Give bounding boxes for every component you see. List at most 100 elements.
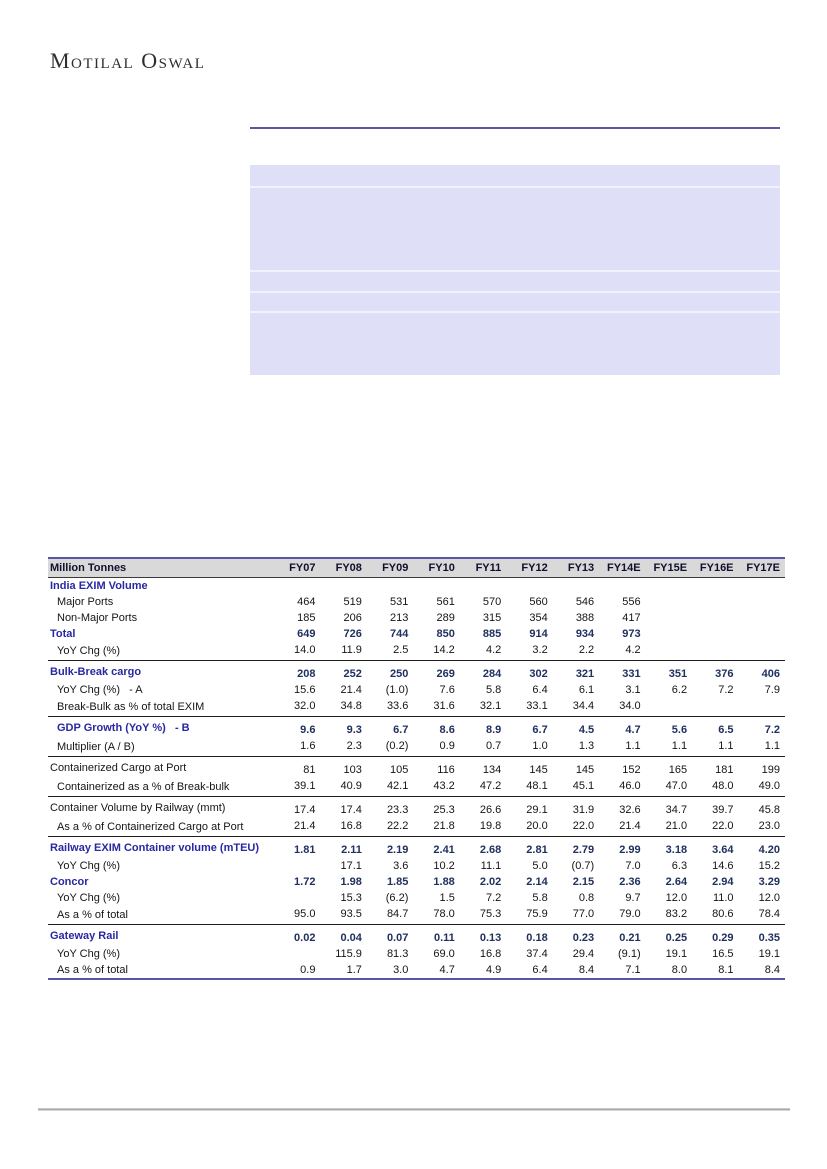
value-cell: 649: [297, 628, 316, 640]
value-cell: 145: [575, 764, 595, 776]
value-cell: 1.72: [294, 876, 316, 888]
value-cell: [692, 578, 738, 595]
value-cell: 519: [343, 596, 362, 608]
value-cell: 29.4: [572, 948, 595, 960]
value-cell: 0.8: [578, 892, 595, 904]
table-row: Break-Bulk as % of total EXIM 32.0 34.8 33.…: [48, 698, 785, 717]
value-cell: 181: [715, 764, 734, 776]
value-cell: 84.7: [366, 906, 414, 925]
value-cell: 2.36: [619, 876, 641, 888]
value-cell: 22.0: [552, 818, 600, 837]
value-cell: [692, 642, 739, 661]
value-cell: 9.3: [346, 724, 362, 736]
table-row: As a % of Containerized Cargo at Port 21.…: [48, 818, 785, 837]
value-cell: 1.5: [439, 892, 455, 904]
value-cell: 2.2: [552, 642, 600, 661]
value-cell: 81.3: [386, 948, 409, 960]
value-cell: 2.64: [665, 876, 688, 888]
value-cell: 31.6: [413, 698, 460, 717]
value-cell: 2.81: [526, 844, 548, 856]
row-label: Break-Bulk as % of total EXIM: [48, 698, 274, 717]
value-cell: 14.2: [413, 642, 460, 661]
value-cell: 269: [436, 668, 455, 680]
value-cell: 22.0: [692, 818, 739, 837]
value-cell: 6.7: [532, 724, 548, 736]
value-cell: [738, 698, 785, 717]
column-header: FY14E: [599, 558, 646, 578]
value-cell: 21.0: [645, 818, 693, 837]
value-cell: 3.2: [506, 642, 553, 661]
value-cell: 0.35: [758, 932, 780, 944]
value-cell: 78.4: [738, 906, 785, 925]
value-cell: 16.8: [320, 818, 367, 837]
value-cell: 165: [668, 764, 688, 776]
value-cell: 213: [390, 612, 409, 624]
value-cell: 17.1: [340, 860, 362, 872]
value-cell: 80.6: [692, 906, 739, 925]
value-cell: 6.5: [718, 724, 734, 736]
value-cell: [739, 578, 785, 595]
row-label: Concor: [50, 876, 89, 888]
value-cell: 42.1: [366, 778, 414, 797]
value-cell: 32.6: [619, 804, 641, 816]
value-cell: 2.94: [712, 876, 734, 888]
value-cell: 250: [390, 668, 409, 680]
value-cell: [645, 698, 693, 717]
row-label: As a % of total: [48, 906, 274, 925]
value-cell: [738, 642, 785, 661]
row-label: India EXIM Volume: [50, 580, 148, 592]
value-cell: 934: [575, 628, 595, 640]
value-cell: 103: [343, 764, 362, 776]
value-cell: 79.0: [599, 906, 646, 925]
value-cell: 16.8: [479, 948, 502, 960]
value-cell: 23.0: [738, 818, 785, 837]
value-cell: 331: [622, 668, 641, 680]
value-cell: 26.6: [479, 804, 502, 816]
value-cell: [553, 578, 599, 595]
value-cell: 0.7: [459, 738, 507, 757]
value-cell: 0.11: [434, 932, 455, 944]
value-cell: (9.1): [618, 948, 641, 960]
row-label: Total: [50, 628, 76, 640]
value-cell: 388: [575, 612, 595, 624]
value-cell: 81: [303, 764, 316, 776]
value-cell: 2.15: [572, 876, 595, 888]
value-cell: 2.11: [341, 844, 362, 856]
row-label: Container Volume by Railway (mmt): [50, 801, 226, 814]
panel-row-separator: [250, 186, 780, 188]
value-cell: [692, 626, 738, 642]
value-cell: 83.2: [645, 906, 693, 925]
value-cell: 48.1: [506, 778, 553, 797]
value-cell: 152: [622, 764, 641, 776]
motilal-oswal-logo: Motilal Oswal: [50, 48, 206, 73]
value-cell: 33.1: [506, 698, 553, 717]
value-cell: 531: [390, 596, 409, 608]
value-cell: 19.1: [665, 948, 688, 960]
value-cell: 8.4: [578, 964, 595, 976]
value-cell: [274, 946, 320, 962]
value-cell: [646, 610, 692, 626]
value-cell: [274, 858, 320, 874]
value-cell: 4.7: [439, 964, 455, 976]
value-cell: 7.2: [718, 684, 734, 696]
row-label: Major Ports: [57, 596, 114, 608]
value-cell: 302: [529, 668, 548, 680]
value-cell: 406: [761, 668, 780, 680]
value-cell: 45.8: [758, 804, 780, 816]
value-cell: 6.4: [532, 964, 548, 976]
value-cell: 0.21: [619, 932, 641, 944]
value-cell: 284: [482, 668, 502, 680]
value-cell: (6.2): [385, 892, 409, 904]
value-cell: 6.4: [532, 684, 548, 696]
value-cell: 2.5: [366, 642, 414, 661]
value-cell: 7.2: [764, 724, 780, 736]
value-cell: 15.6: [294, 684, 316, 696]
value-cell: 351: [668, 668, 688, 680]
value-cell: [692, 594, 738, 610]
value-cell: 321: [575, 668, 595, 680]
value-cell: 15.2: [758, 860, 780, 872]
value-cell: 17.4: [340, 804, 362, 816]
empty-chart-placeholder-panel: [250, 165, 780, 375]
value-cell: 8.1: [718, 964, 734, 976]
value-cell: 417: [622, 612, 641, 624]
